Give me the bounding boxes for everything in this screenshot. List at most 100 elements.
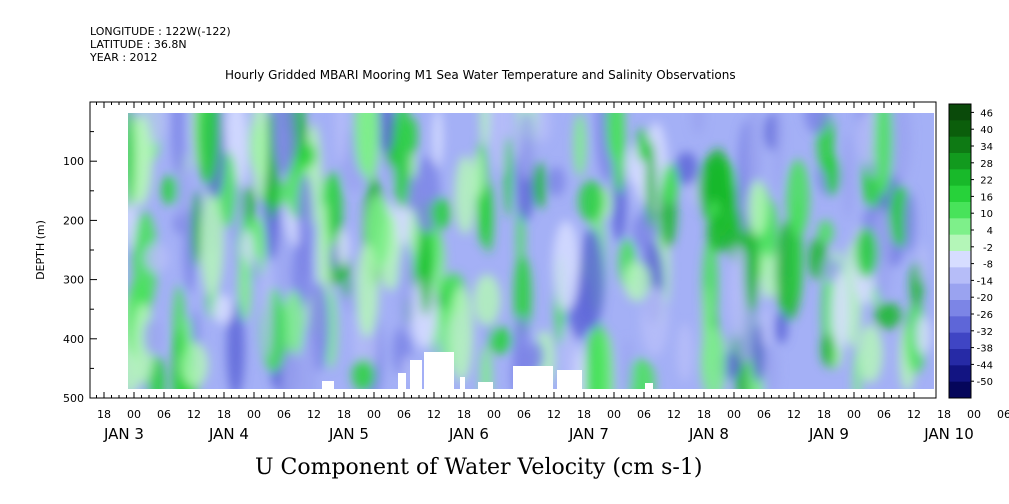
colorbar-swatch — [949, 267, 971, 285]
field-patch — [183, 316, 193, 374]
colorbar-frame — [948, 103, 972, 399]
x-hour-label: 00 — [367, 408, 381, 421]
colorbar-label: 10 — [980, 209, 993, 220]
field-patch — [874, 113, 893, 196]
field-patch — [299, 330, 317, 389]
field-patch — [171, 113, 184, 175]
x-hour-label: 18 — [337, 408, 351, 421]
colorbar-label: -14 — [977, 276, 993, 287]
field-patch — [691, 113, 705, 135]
field-patch — [272, 113, 297, 176]
x-hour-label: 06 — [757, 408, 771, 421]
x-hour-label: 12 — [427, 408, 441, 421]
field-patch — [605, 113, 625, 162]
colorbar-swatch — [949, 251, 971, 268]
colorbar-swatch — [949, 185, 971, 203]
field-patch — [573, 113, 587, 177]
colorbar-label: -20 — [977, 293, 993, 304]
x-hour-label: 06 — [277, 408, 291, 421]
field-patch — [533, 161, 547, 209]
colorbar-swatch — [949, 169, 971, 187]
colorbar-swatch — [949, 136, 971, 154]
x-hour-label: 18 — [577, 408, 591, 421]
field-patch — [759, 243, 780, 299]
field-patch — [518, 113, 536, 181]
x-hour-label: 00 — [247, 408, 261, 421]
colorbar-swatch — [949, 234, 971, 252]
colorbar-label: 4 — [987, 226, 993, 237]
field-patch — [353, 113, 376, 175]
x-hour-label: 00 — [727, 408, 741, 421]
field-patch — [547, 166, 566, 197]
x-axis-label: U Component of Water Velocity (cm s-1) — [255, 455, 703, 480]
field-patch — [661, 163, 679, 206]
colorbar-label: -50 — [977, 377, 993, 388]
x-hour-label: 18 — [97, 408, 111, 421]
field-patch — [430, 197, 452, 229]
colorbar-label: 46 — [980, 108, 993, 119]
field-patch — [534, 113, 551, 143]
field-patch — [226, 301, 245, 389]
latitude-label: LATITUDE : 36.8N — [90, 38, 187, 51]
y-tick-label: 200 — [63, 214, 84, 227]
chart-title: Hourly Gridded MBARI Mooring M1 Sea Wate… — [225, 68, 736, 82]
field-patch — [698, 155, 727, 223]
field-patch — [888, 113, 912, 184]
field-patch — [707, 213, 731, 252]
field-patch — [297, 173, 314, 278]
no-data-gap — [645, 383, 653, 389]
field-patch — [454, 155, 476, 235]
field-patch — [144, 243, 170, 273]
no-data-gap — [460, 377, 465, 389]
x-hour-label: 12 — [787, 408, 801, 421]
field-patch — [326, 170, 343, 246]
field-patch — [238, 256, 252, 321]
x-day-label: JAN 4 — [208, 425, 249, 443]
x-hour-label: 06 — [157, 408, 171, 421]
colorbar-label: 40 — [980, 125, 993, 136]
x-day-label: JAN 6 — [448, 425, 489, 443]
field-patch — [874, 302, 902, 330]
x-hour-label: 06 — [397, 408, 411, 421]
y-tick-label: 100 — [63, 155, 84, 168]
field-patch — [831, 271, 850, 350]
colorbar-label: -38 — [977, 344, 993, 355]
colorbar-label: 16 — [980, 192, 993, 203]
field-patch — [488, 326, 513, 355]
field-patch — [335, 113, 347, 164]
colorbar-swatch — [949, 218, 971, 236]
x-day-label: JAN 9 — [808, 425, 849, 443]
x-hour-label: 00 — [847, 408, 861, 421]
colorbar-swatch — [949, 104, 971, 121]
x-hour-label: 06 — [877, 408, 891, 421]
field-patch — [729, 185, 739, 233]
field-patch — [872, 207, 893, 302]
y-axis-label: DEPTH (m) — [34, 220, 47, 280]
y-tick-label: 400 — [63, 333, 84, 346]
x-hour-label: 00 — [607, 408, 621, 421]
field-patch — [282, 290, 305, 360]
x-hour-label: 18 — [697, 408, 711, 421]
field-patch — [842, 133, 854, 219]
field-patch — [128, 113, 136, 210]
x-hour-label: 18 — [217, 408, 231, 421]
field-patch — [915, 316, 932, 355]
field-patch — [627, 358, 656, 389]
colorbar-swatch — [949, 349, 971, 366]
no-data-gap — [557, 370, 582, 389]
field-patch — [480, 113, 489, 149]
year-label: YEAR : 2012 — [90, 51, 158, 64]
field-patch — [854, 227, 878, 278]
field-patch — [760, 306, 772, 348]
field-patch — [578, 180, 605, 222]
field-patch — [584, 328, 603, 389]
field-patch — [530, 340, 545, 371]
colorbar-swatch — [949, 202, 971, 219]
colorbar-label: 34 — [980, 142, 993, 153]
field-patch — [624, 261, 651, 302]
x-hour-label: 06 — [517, 408, 531, 421]
no-data-gap — [513, 366, 553, 389]
field-patch — [817, 220, 834, 245]
field-patch — [774, 311, 788, 344]
